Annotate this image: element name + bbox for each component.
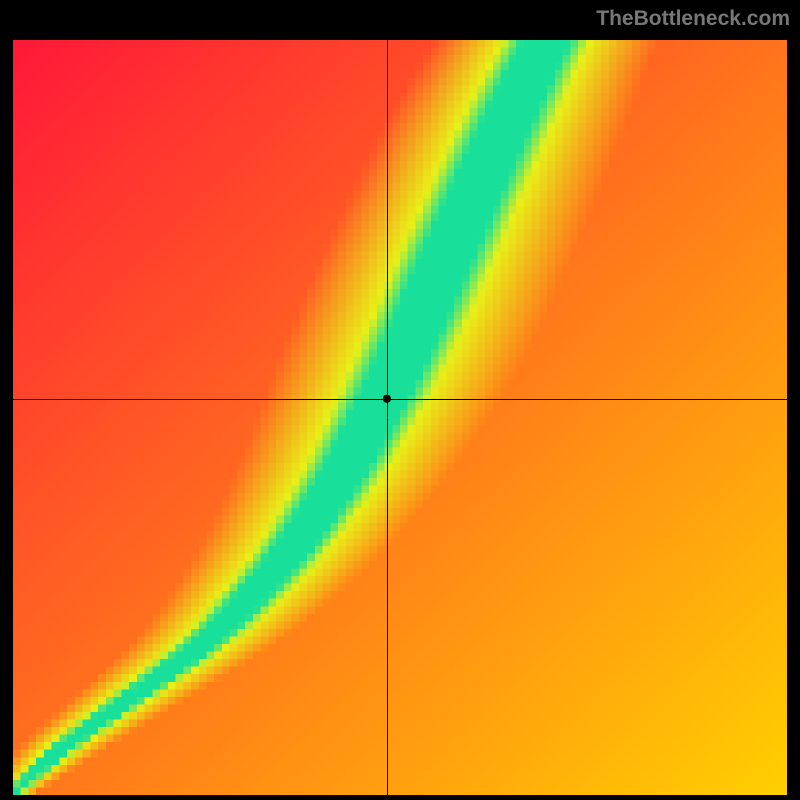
- crosshair-overlay: [13, 40, 787, 795]
- attribution-text: TheBottleneck.com: [596, 7, 790, 31]
- chart-container: { "image": { "width": 800, "height": 800…: [0, 0, 800, 800]
